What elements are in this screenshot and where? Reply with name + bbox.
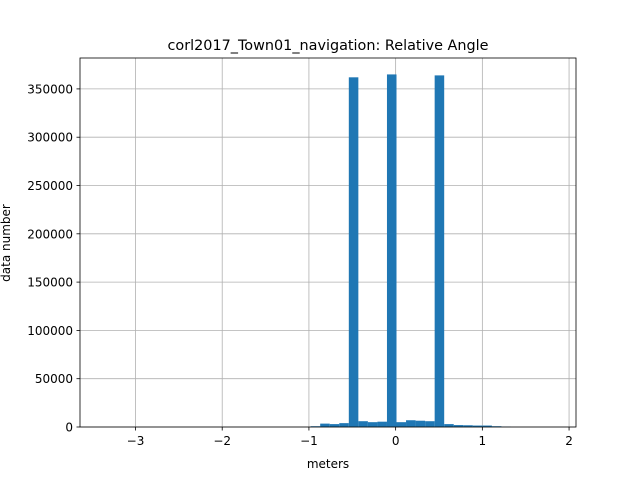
x-tick-label: −3	[127, 434, 145, 448]
x-tick-label: −1	[300, 434, 318, 448]
histogram-bar	[329, 424, 340, 427]
histogram-bar	[472, 425, 483, 427]
x-tick-label: −2	[213, 434, 231, 448]
histogram-bar	[320, 423, 330, 427]
chart-title: corl2017_Town01_navigation: Relative Ang…	[168, 38, 489, 54]
histogram-bar	[425, 421, 435, 427]
histogram-bar	[377, 421, 387, 427]
x-tick-label: 1	[479, 434, 487, 448]
histogram-bar	[396, 422, 407, 427]
y-tick-label: 200000	[27, 227, 73, 241]
histogram-bar	[463, 425, 473, 427]
histogram-bar	[406, 420, 416, 427]
histogram-bar	[482, 425, 492, 427]
histogram-bar	[367, 422, 378, 427]
x-tick-label: 0	[392, 434, 400, 448]
histogram-bar	[348, 77, 359, 428]
histogram-bar	[453, 425, 464, 427]
y-tick-label: 100000	[27, 324, 73, 338]
x-tick-label: 2	[565, 434, 573, 448]
histogram-bar	[339, 423, 349, 427]
histogram-bar	[434, 75, 445, 427]
y-tick-label: 250000	[27, 179, 73, 193]
x-axis-label: meters	[307, 457, 349, 471]
y-tick-label: 0	[65, 421, 73, 435]
plot-frame	[79, 57, 577, 428]
y-tick-label: 300000	[27, 131, 73, 145]
bars	[310, 74, 511, 428]
y-tick-label: 350000	[27, 82, 73, 96]
histogram-bar	[358, 421, 368, 427]
grid	[80, 58, 576, 428]
y-tick-label: 50000	[35, 372, 73, 386]
histogram-bar	[386, 74, 397, 428]
spines	[79, 57, 577, 428]
y-tick-label: 150000	[27, 276, 73, 290]
histogram-bar	[415, 420, 426, 427]
ticks: −3 −2 −1 0 1 2 0 50000 100000 150000 200000 250000 3…	[27, 82, 573, 448]
y-axis-label: data number	[0, 204, 13, 282]
histogram-bar	[444, 424, 454, 427]
